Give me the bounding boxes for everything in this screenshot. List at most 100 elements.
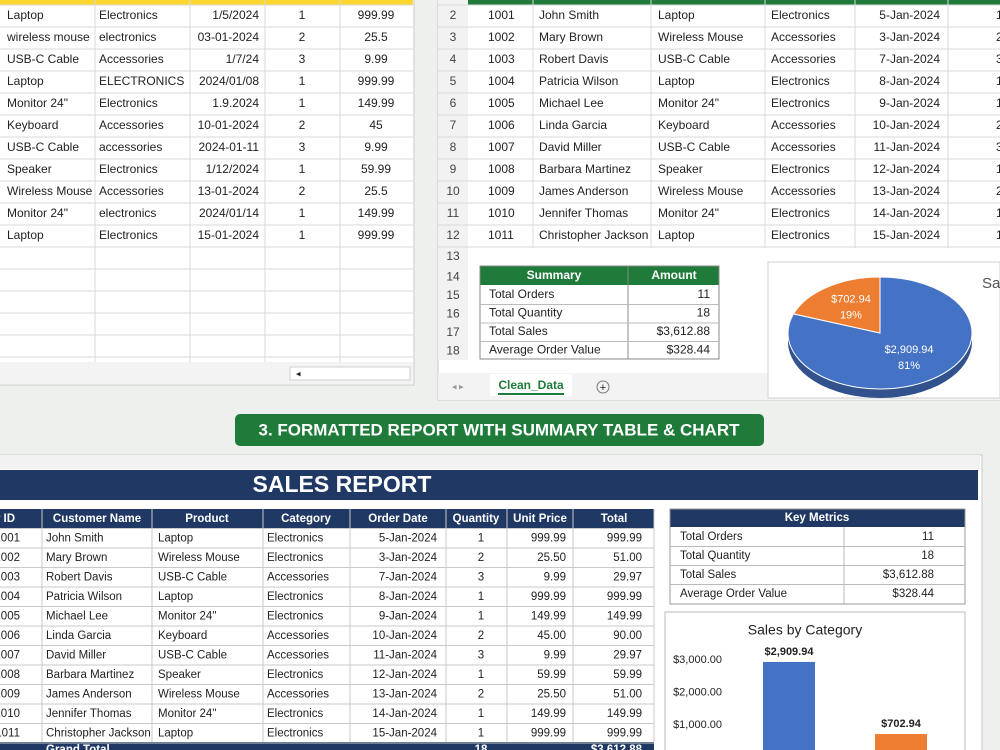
report-cell: Robert Davis [46,572,113,584]
key-metric-value: $3,612.88 [883,569,934,581]
table-cell: Electronics [771,74,830,88]
key-metric-value: $328.44 [892,588,934,600]
table-cell: Monitor 24" [7,96,68,110]
report-cell: Accessories [267,630,329,642]
report-cell: 1001 [0,533,20,545]
report-cell: Barbara Martinez [46,669,134,681]
key-metric-value: 18 [921,550,934,562]
clean-header-strip [468,0,1000,5]
report-cell: USB-C Cable [158,572,227,584]
report-cell: Christopher Jackson [46,728,151,740]
report-cell: 59.99 [537,669,566,681]
row-number: 14 [446,269,460,283]
report-cell: 2 [478,630,484,642]
report-cell: Accessories [267,572,329,584]
table-cell: USB-C Cable [7,140,79,154]
table-cell: 1 [996,74,1000,88]
report-cell: USB-C Cable [158,650,227,662]
report-cell: Electronics [267,611,323,623]
row-number: 8 [450,140,457,154]
key-metric-label: Average Order Value [680,588,787,600]
table-cell: 9-Jan-2024 [879,96,940,110]
table-cell: 1003 [488,52,515,66]
report-cell: 999.99 [607,728,642,740]
report-cell: Laptop [158,591,193,603]
sheet-tab-label[interactable]: Clean_Data [498,378,564,392]
table-cell: 3 [996,140,1000,154]
table-cell: 10-Jan-2024 [873,118,941,132]
table-cell: Jennifer Thomas [539,206,628,220]
table-cell: 3 [299,52,306,66]
report-cell: Wireless Mouse [158,552,240,564]
table-cell: 1 [299,162,306,176]
report-cell: 14-Jan-2024 [372,708,437,720]
scrollbar[interactable] [289,366,411,381]
table-cell: 3 [299,140,306,154]
table-cell: 03-01-2024 [198,30,260,44]
table-cell: 45 [369,118,383,132]
report-cell: Monitor 24" [158,611,216,623]
table-cell: 1007 [488,140,515,154]
report-cell: 59.99 [613,669,642,681]
report-cell: 10-Jan-2024 [372,630,437,642]
summary-label: Average Order Value [489,343,601,357]
table-cell: 7-Jan-2024 [879,52,940,66]
report-cell: Accessories [267,650,329,662]
table-cell: 15-Jan-2024 [873,228,941,242]
table-cell: Electronics [99,228,158,242]
report-cell: 149.99 [607,708,642,720]
report-cell: 999.99 [531,728,566,740]
summary-value: $3,612.88 [657,324,711,338]
report-cell: 3-Jan-2024 [379,552,438,564]
tab-nav[interactable]: ◂ ▸ [452,381,464,391]
table-cell: 2024/01/08 [199,74,259,88]
report-cell: 149.99 [607,611,642,623]
table-cell: 3 [996,52,1000,66]
table-cell: accessories [99,140,162,154]
table-cell: Monitor 24" [658,206,719,220]
sheet-tab[interactable] [490,374,572,396]
report-cell: 999.99 [531,591,566,603]
table-cell: 2 [299,184,306,198]
banner-text: 3. FORMATTED REPORT WITH SUMMARY TABLE &… [258,420,740,439]
report-cell: 1003 [0,572,20,584]
table-cell: Barbara Martinez [539,162,631,176]
table-cell: Robert Davis [539,52,608,66]
summary-value: 18 [697,306,711,320]
row-number: 2 [450,8,457,22]
table-cell: 1.9.2024 [212,96,259,110]
report-cell: John Smith [46,533,104,545]
table-cell: Electronics [99,162,158,176]
report-cell: 3 [478,650,484,662]
table-cell: 9.99 [364,140,388,154]
table-cell: 1 [996,8,1000,22]
pie-slice [787,276,973,390]
table-cell: Laptop [7,74,44,88]
report-cell: 51.00 [613,552,642,564]
report-cell: Electronics [267,728,323,740]
scroll-arrow[interactable]: ◂ [296,368,301,378]
table-cell: 149.99 [358,206,395,220]
table-cell: Accessories [99,52,164,66]
table-cell: 1002 [488,30,515,44]
table-cell: 1011 [488,228,514,242]
report-cell: Electronics [267,708,323,720]
report-cell: Wireless Mouse [158,689,240,701]
table-cell: wireless mouse [6,30,90,44]
y-tick-label: $2,000.00 [673,687,722,699]
table-cell: 2024-01-11 [199,140,260,154]
report-cell: James Anderson [46,689,132,701]
add-sheet-icon[interactable]: + [600,382,606,394]
table-cell: Laptop [658,228,695,242]
summary-value: $328.44 [667,343,711,357]
table-cell: 1 [299,74,306,88]
report-cell: 149.99 [531,611,566,623]
table-cell: 9.99 [364,52,388,66]
table-cell: 1 [996,162,1000,176]
report-cell: David Miller [46,650,106,662]
bar-chart-title: Sales by Category [748,622,862,638]
table-cell: Mary Brown [539,30,603,44]
add-sheet-button[interactable] [596,380,610,394]
report-cell: 1004 [0,591,21,603]
key-metric-label: Total Quantity [680,550,751,562]
